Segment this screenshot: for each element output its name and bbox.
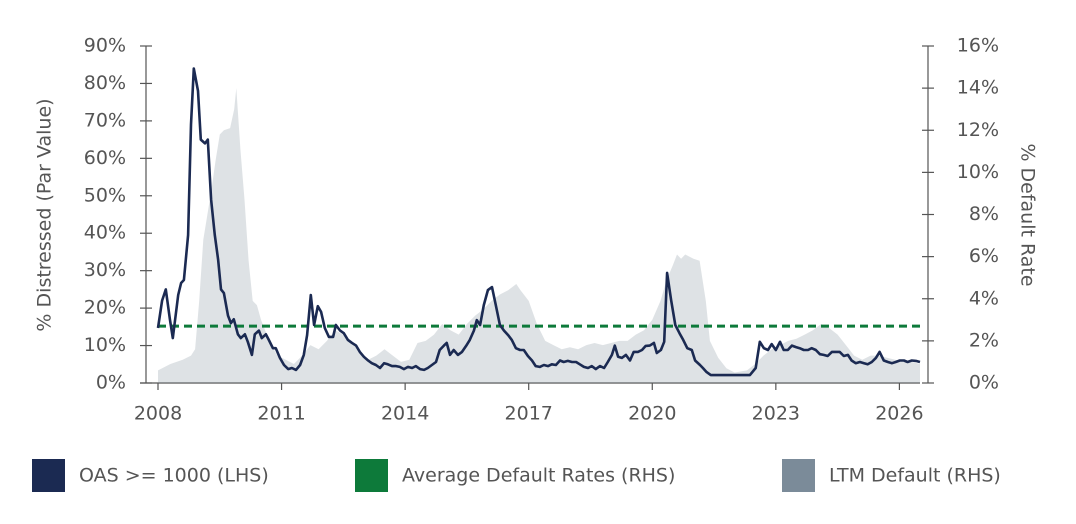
x-tick-label: 2011 (257, 403, 305, 425)
legend-swatch (782, 459, 815, 492)
y-tick-label: 80% (84, 72, 126, 94)
y2-tick-label: 12% (957, 119, 999, 141)
x-tick-label: 2008 (134, 403, 182, 425)
legend-label: LTM Default (RHS) (829, 465, 1001, 487)
x-tick-label: 2026 (875, 403, 923, 425)
x-tick-label: 2014 (381, 403, 429, 425)
y-tick-label: 60% (84, 147, 126, 169)
y2-tick-label: 4% (969, 287, 999, 309)
x-tick-label: 2020 (628, 403, 676, 425)
y-tick-label: 0% (96, 372, 126, 394)
y-tick-label: 40% (84, 222, 126, 244)
y2-tick-label: 8% (969, 203, 999, 225)
y-tick-label: 20% (84, 297, 126, 319)
y-tick-label: 10% (84, 334, 126, 356)
ltm-area (158, 88, 920, 383)
legend-label: Average Default Rates (RHS) (402, 465, 675, 487)
oas-line (156, 67, 921, 377)
y2-tick-label: 2% (969, 329, 999, 351)
x-tick-label: 2023 (752, 403, 800, 425)
y-tick-label: 90% (84, 35, 126, 57)
y-tick-label: 50% (84, 184, 126, 206)
legend-swatch (355, 459, 388, 492)
x-tick-label: 2017 (505, 403, 553, 425)
y2-tick-label: 14% (957, 77, 999, 99)
legend-label: OAS >= 1000 (LHS) (79, 465, 269, 487)
y2-tick-label: 0% (969, 372, 999, 394)
y-tick-label: 30% (84, 259, 126, 281)
y2-axis-label: % Default Rate (1017, 143, 1039, 286)
y2-tick-label: 16% (957, 35, 999, 57)
legend-swatch (32, 459, 65, 492)
y2-tick-label: 6% (969, 245, 999, 267)
y-tick-label: 70% (84, 109, 126, 131)
y2-tick-label: 10% (957, 161, 999, 183)
y-axis-label: % Distressed (Par Value) (34, 98, 56, 331)
